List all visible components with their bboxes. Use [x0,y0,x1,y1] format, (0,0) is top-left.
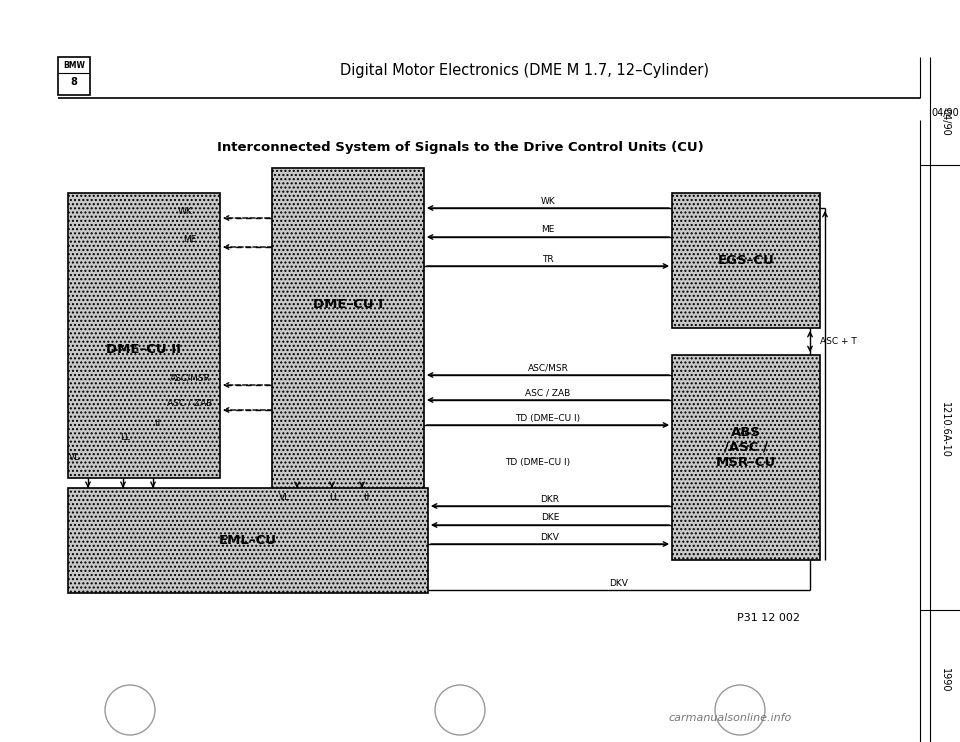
Text: 1990: 1990 [940,668,950,692]
Text: EML–CU: EML–CU [219,534,277,547]
Text: Digital Motor Electronics (DME M 1.7, 12–Cylinder): Digital Motor Electronics (DME M 1.7, 12… [340,62,709,77]
Bar [272,168,424,493]
Text: ASC + T: ASC + T [820,337,856,346]
Text: DKR: DKR [540,494,560,504]
Text: TD (DME–CU I): TD (DME–CU I) [505,458,570,467]
Bar [68,488,428,593]
Text: WK: WK [178,206,192,215]
Text: ASC/MSR: ASC/MSR [528,364,568,372]
Text: carmanualsonline.info: carmanualsonline.info [668,713,792,723]
Text: VL: VL [68,453,80,462]
Text: ME: ME [541,226,555,234]
Text: BMW: BMW [63,61,84,70]
Text: 1210.6A-10: 1210.6A-10 [940,402,950,458]
Text: 8: 8 [71,77,78,87]
Circle shape [715,685,765,735]
Text: tI: tI [155,418,161,427]
Text: 04/90: 04/90 [940,108,950,136]
Circle shape [105,685,155,735]
Text: ASC / ZAB: ASC / ZAB [167,398,212,407]
Text: 04/90: 04/90 [931,108,959,118]
Text: EGS–CU: EGS–CU [718,254,775,267]
Text: LL: LL [120,433,130,442]
Text: P31 12 002: P31 12 002 [737,613,800,623]
Text: DKE: DKE [540,513,559,522]
Text: ASC/MSR: ASC/MSR [170,373,210,382]
Bar [58,57,90,95]
Text: Interconnected System of Signals to the Drive Control Units (CU): Interconnected System of Signals to the … [217,142,704,154]
Text: TD (DME–CU I): TD (DME–CU I) [516,413,581,422]
Text: DKV: DKV [610,579,629,588]
Text: TR: TR [542,255,554,263]
Bar [672,193,820,328]
Text: tI: tI [364,493,371,502]
Bar [672,355,820,560]
Text: DME–CU II: DME–CU II [107,344,181,356]
Bar [68,193,220,478]
Text: DME–CU I: DME–CU I [313,298,383,311]
Text: ASC / ZAB: ASC / ZAB [525,389,570,398]
Text: VL: VL [278,493,290,502]
Text: ME: ME [183,235,197,245]
Text: WK: WK [540,197,556,206]
Text: ABS
/ASC /
MSR–CU: ABS /ASC / MSR–CU [716,426,776,469]
Text: DKV: DKV [540,533,560,542]
Circle shape [435,685,485,735]
Text: LL: LL [329,493,339,502]
